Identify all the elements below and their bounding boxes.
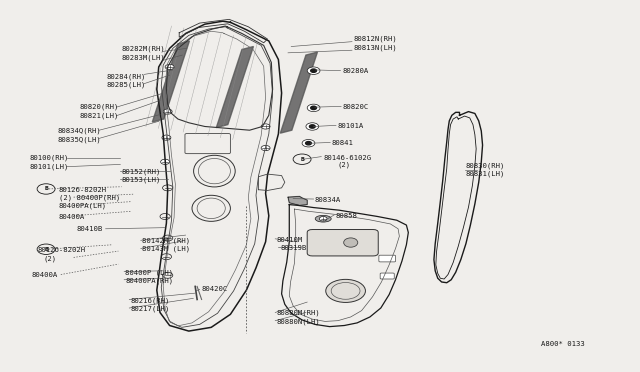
- Text: 80152(RH): 80152(RH): [122, 169, 161, 175]
- Circle shape: [261, 124, 270, 129]
- Ellipse shape: [326, 279, 365, 302]
- Text: 80812N(RH): 80812N(RH): [353, 36, 397, 42]
- Text: 80820C: 80820C: [342, 104, 369, 110]
- Text: A800* 0133: A800* 0133: [541, 341, 584, 347]
- Circle shape: [306, 141, 312, 145]
- Text: 80410M: 80410M: [276, 237, 303, 243]
- Text: 80858: 80858: [336, 213, 358, 219]
- Text: 80319B: 80319B: [280, 246, 307, 251]
- Text: 80142M (RH): 80142M (RH): [142, 238, 190, 244]
- Text: 80217(LH): 80217(LH): [131, 305, 170, 312]
- Circle shape: [311, 106, 317, 109]
- Circle shape: [310, 125, 315, 128]
- Ellipse shape: [197, 198, 225, 218]
- Text: 80400A: 80400A: [32, 272, 58, 278]
- Circle shape: [302, 140, 315, 147]
- Text: (2): (2): [338, 162, 351, 169]
- Circle shape: [307, 104, 320, 112]
- Text: (2) 80400P(RH): (2) 80400P(RH): [59, 195, 120, 201]
- Ellipse shape: [193, 155, 236, 187]
- Text: 80400A: 80400A: [59, 214, 85, 219]
- Circle shape: [165, 64, 174, 70]
- Text: 80420C: 80420C: [202, 286, 228, 292]
- Text: 80216(RH): 80216(RH): [131, 297, 170, 304]
- Ellipse shape: [192, 195, 230, 221]
- Polygon shape: [152, 41, 189, 122]
- Ellipse shape: [198, 158, 230, 184]
- Text: 80880N(LH): 80880N(LH): [276, 318, 320, 325]
- Text: 80880M(RH): 80880M(RH): [276, 310, 320, 317]
- Text: 80126-8202H: 80126-8202H: [37, 247, 85, 253]
- Text: B: B: [44, 186, 48, 192]
- Text: 80284(RH): 80284(RH): [106, 73, 146, 80]
- Text: 80283M(LH): 80283M(LH): [122, 54, 165, 61]
- Text: 80282M(RH): 80282M(RH): [122, 45, 165, 52]
- Ellipse shape: [344, 238, 358, 247]
- Text: 80831(LH): 80831(LH): [466, 171, 506, 177]
- Circle shape: [311, 69, 317, 72]
- Circle shape: [319, 217, 327, 221]
- Text: 80280A: 80280A: [342, 68, 369, 74]
- Text: 80834Q(RH): 80834Q(RH): [58, 128, 101, 134]
- Text: 80834A: 80834A: [315, 197, 341, 203]
- Polygon shape: [288, 196, 307, 205]
- Text: (2): (2): [44, 255, 57, 262]
- Text: 80146-6102G: 80146-6102G: [323, 155, 371, 161]
- FancyBboxPatch shape: [307, 230, 378, 256]
- Text: 80400PA(LH): 80400PA(LH): [59, 203, 107, 209]
- Text: 80835Q(LH): 80835Q(LH): [58, 136, 101, 143]
- Ellipse shape: [315, 215, 332, 222]
- Circle shape: [306, 123, 319, 130]
- FancyBboxPatch shape: [185, 134, 230, 154]
- Text: 80153(LH): 80153(LH): [122, 177, 161, 183]
- Ellipse shape: [332, 283, 360, 299]
- Text: 80821(LH): 80821(LH): [79, 112, 118, 119]
- FancyBboxPatch shape: [379, 255, 396, 262]
- Text: 80813N(LH): 80813N(LH): [353, 44, 397, 51]
- Text: 80285(LH): 80285(LH): [106, 81, 146, 88]
- Circle shape: [307, 67, 320, 74]
- Circle shape: [163, 109, 172, 114]
- Text: 80820(RH): 80820(RH): [79, 104, 118, 110]
- Polygon shape: [216, 46, 253, 128]
- Text: 80126-8202H: 80126-8202H: [59, 187, 107, 193]
- Text: 80400P (LH): 80400P (LH): [125, 269, 173, 276]
- Circle shape: [261, 145, 270, 151]
- Polygon shape: [280, 52, 317, 133]
- Circle shape: [161, 159, 170, 164]
- Text: B: B: [300, 157, 304, 162]
- Text: 80410B: 80410B: [77, 226, 103, 232]
- Text: 80101A: 80101A: [338, 123, 364, 129]
- Text: 80830(RH): 80830(RH): [466, 162, 506, 169]
- Text: 80143M (LH): 80143M (LH): [142, 246, 190, 253]
- Text: B: B: [44, 247, 48, 252]
- Text: 80101(LH): 80101(LH): [29, 163, 69, 170]
- FancyBboxPatch shape: [380, 273, 394, 279]
- Text: 80100(RH): 80100(RH): [29, 155, 69, 161]
- Text: 80841: 80841: [332, 140, 353, 146]
- Text: 80400PA(RH): 80400PA(RH): [125, 277, 173, 284]
- Circle shape: [162, 135, 171, 140]
